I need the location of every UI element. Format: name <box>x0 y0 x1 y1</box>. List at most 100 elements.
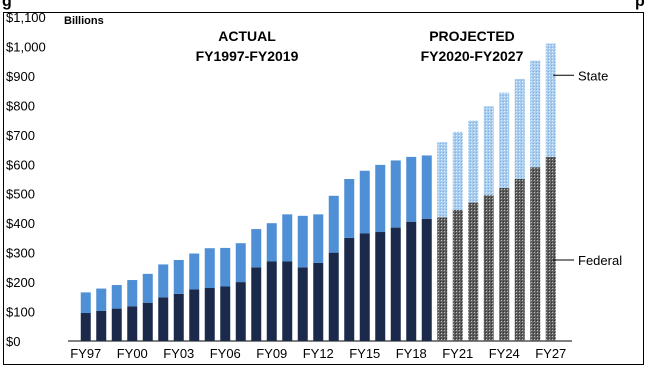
federal-bar <box>313 262 324 341</box>
federal-bar <box>266 261 277 341</box>
title-fragment-right: p <box>635 0 645 10</box>
state-bar <box>235 243 246 283</box>
actual-period-label: ACTUAL <box>218 28 276 44</box>
y-tick-label: $400 <box>6 216 35 231</box>
state-bar <box>499 92 510 188</box>
state-bar <box>344 179 355 238</box>
federal-bar <box>111 308 122 341</box>
federal-bar <box>421 218 432 341</box>
federal-bar <box>375 232 386 341</box>
x-tick-label: FY97 <box>70 346 101 361</box>
state-bar <box>390 160 401 228</box>
federal-bar <box>406 221 417 341</box>
y-axis-ticks: $0 $100 $200 $300 $400 $500 $600 $700 $800 $900 $1… <box>6 10 46 349</box>
state-bar <box>297 215 308 268</box>
x-tick-label: FY18 <box>396 346 427 361</box>
y-tick-label: $900 <box>6 69 35 84</box>
actual-period-range: FY1997-FY2019 <box>196 48 299 64</box>
y-tick-label: $600 <box>6 157 35 172</box>
federal-bar <box>545 156 556 341</box>
state-bar <box>375 164 386 233</box>
state-bar <box>437 142 448 218</box>
federal-bar <box>499 187 510 341</box>
federal-bar <box>158 297 169 341</box>
federal-bar <box>297 267 308 341</box>
federal-bar <box>452 209 463 341</box>
state-series-label: State <box>578 68 608 83</box>
state-bar <box>251 229 262 268</box>
plot-frame <box>3 12 644 365</box>
x-axis-ticks: FY97 FY00 FY03 FY06 FY09 FY12 FY15 FY18 FY21 FY24… <box>70 346 566 361</box>
state-bar <box>483 106 494 196</box>
x-tick-label: FY27 <box>535 346 566 361</box>
state-bar <box>514 78 525 179</box>
y-tick-label: $700 <box>6 128 35 143</box>
federal-bar <box>220 286 231 341</box>
y-tick-label: $1,100 <box>6 10 46 25</box>
state-bar <box>545 43 556 157</box>
federal-series-label: Federal <box>578 253 622 268</box>
federal-bar <box>235 282 246 341</box>
federal-bar <box>344 237 355 341</box>
federal-bar <box>80 313 91 341</box>
projected-period-label: PROJECTED <box>429 28 515 44</box>
federal-bar <box>251 267 262 341</box>
federal-bar <box>359 233 370 341</box>
x-tick-label: FY06 <box>210 346 241 361</box>
x-tick-label: FY21 <box>442 346 473 361</box>
state-bar <box>204 248 215 288</box>
state-bar <box>173 260 184 294</box>
state-bar <box>530 60 541 168</box>
x-tick-label: FY15 <box>349 346 380 361</box>
title-fragment-left: g <box>2 0 12 10</box>
federal-bar <box>204 287 215 341</box>
federal-bar <box>173 293 184 341</box>
x-tick-label: FY24 <box>489 346 520 361</box>
federal-bar <box>328 252 339 341</box>
federal-bar <box>468 202 479 341</box>
state-bar <box>80 292 91 314</box>
state-bar <box>359 170 370 234</box>
x-tick-label: FY09 <box>256 346 287 361</box>
y-tick-label: $300 <box>6 246 35 261</box>
federal-bar <box>142 302 153 341</box>
federal-bar <box>530 167 541 341</box>
state-bar <box>406 156 417 222</box>
state-bar <box>127 280 138 307</box>
state-bar <box>96 288 107 311</box>
side-legend: State Federal <box>553 68 622 268</box>
state-bar <box>266 223 277 262</box>
x-tick-label: FY12 <box>303 346 334 361</box>
federal-bar <box>96 310 107 341</box>
y-axis-unit-label: Billions <box>64 15 104 27</box>
state-bar <box>111 285 122 309</box>
state-bar <box>452 131 463 210</box>
federal-bar <box>282 261 293 341</box>
y-tick-label: $800 <box>6 98 35 113</box>
projected-period-range: FY2020-FY2027 <box>421 48 524 64</box>
state-bar <box>142 273 153 303</box>
y-tick-label: $0 <box>6 334 20 349</box>
state-bar <box>189 253 200 290</box>
bars <box>80 43 556 341</box>
state-bar <box>282 214 293 262</box>
federal-bar <box>189 289 200 341</box>
state-bar <box>468 120 479 203</box>
federal-bar <box>127 306 138 341</box>
federal-bar <box>437 217 448 341</box>
y-tick-label: $100 <box>6 305 35 320</box>
federal-bar <box>390 227 401 341</box>
state-bar <box>328 195 339 253</box>
y-tick-label: $1,000 <box>6 39 46 54</box>
federal-bar <box>514 179 525 341</box>
x-tick-label: FY03 <box>163 346 194 361</box>
federal-bar <box>483 195 494 341</box>
state-bar <box>313 214 324 263</box>
state-bar <box>220 247 231 287</box>
y-tick-label: $500 <box>6 187 35 202</box>
state-bar <box>158 264 169 298</box>
x-tick-label: FY00 <box>117 346 148 361</box>
state-bar <box>421 155 432 219</box>
y-tick-label: $200 <box>6 275 35 290</box>
